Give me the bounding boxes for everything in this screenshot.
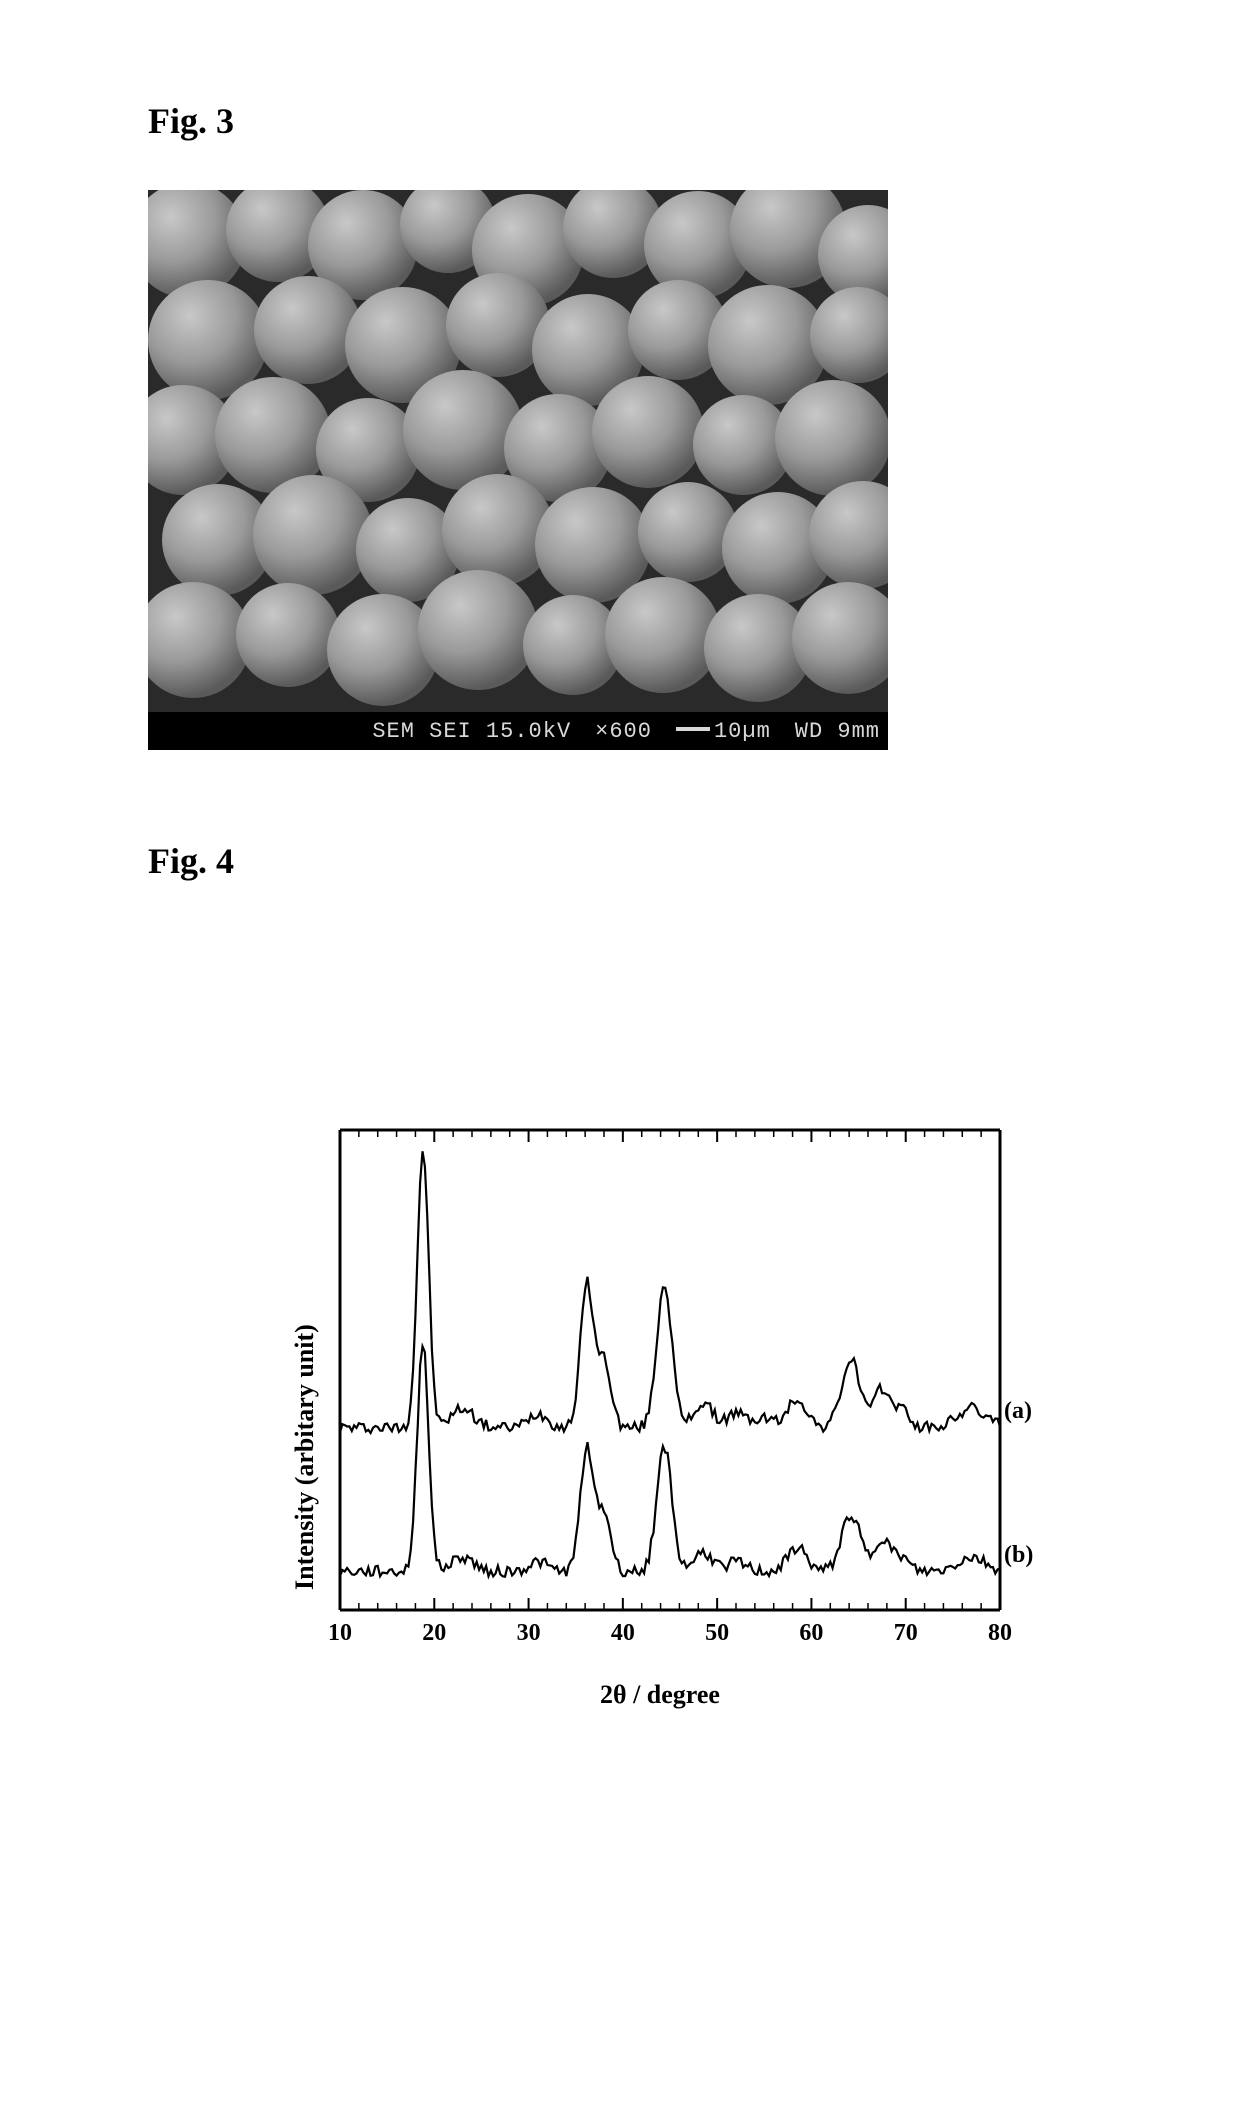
- sem-scalebar-line: [676, 727, 710, 731]
- fig3-sem-field: [148, 190, 888, 712]
- xrd-xtick-label: 40: [611, 1620, 635, 1647]
- sem-sphere: [638, 482, 738, 582]
- sem-bar-mag: ×600: [595, 719, 652, 744]
- fig4-label: Fig. 4: [148, 840, 234, 882]
- xrd-xtick-label: 30: [517, 1620, 541, 1647]
- xrd-xtick-label: 50: [705, 1620, 729, 1647]
- xrd-xtick-label: 80: [988, 1620, 1012, 1647]
- sem-scalebar-text: 10µm: [714, 719, 771, 744]
- sem-sphere: [236, 583, 340, 687]
- fig3-sem-image: SEM SEI 15.0kV ×600 10µm WD 9mm: [148, 190, 888, 750]
- sem-sphere: [792, 582, 888, 694]
- xrd-xtick-label: 20: [422, 1620, 446, 1647]
- sem-sphere: [253, 475, 373, 595]
- xrd-svg: [260, 1120, 1020, 1700]
- xrd-x-axis-label: 2θ / degree: [600, 1680, 720, 1710]
- xrd-series-b: [340, 1346, 1000, 1576]
- xrd-xtick-label: 70: [894, 1620, 918, 1647]
- xrd-plot-area: Intensity (arbitary unit) 10203040506070…: [260, 1120, 1020, 1700]
- sem-sphere: [148, 582, 251, 698]
- fig3-sem-infobar: SEM SEI 15.0kV ×600 10µm WD 9mm: [148, 712, 888, 750]
- sem-sphere: [418, 570, 538, 690]
- sem-sphere: [775, 380, 888, 496]
- xrd-series-label-a: (a): [1004, 1398, 1032, 1425]
- sem-sphere: [605, 577, 721, 693]
- xrd-xtick-label: 10: [328, 1620, 352, 1647]
- sem-sphere: [403, 370, 523, 490]
- xrd-xtick-label: 60: [799, 1620, 823, 1647]
- sem-sphere: [592, 376, 704, 488]
- fig3-label: Fig. 3: [148, 100, 234, 142]
- sem-bar-scale: 10µm: [676, 719, 771, 744]
- xrd-series-label-b: (b): [1004, 1542, 1033, 1569]
- sem-sphere: [254, 276, 362, 384]
- sem-bar-wd: WD 9mm: [795, 719, 880, 744]
- sem-bar-mode: SEM SEI 15.0kV: [372, 719, 571, 744]
- xrd-series-a: [340, 1151, 1000, 1433]
- page: Fig. 3 SEM SEI 15.0kV ×600 10µm: [0, 0, 1249, 2127]
- fig4-xrd-chart: Intensity (arbitary unit) 10203040506070…: [260, 1120, 1020, 1760]
- fig3-sem-svg: [148, 190, 888, 712]
